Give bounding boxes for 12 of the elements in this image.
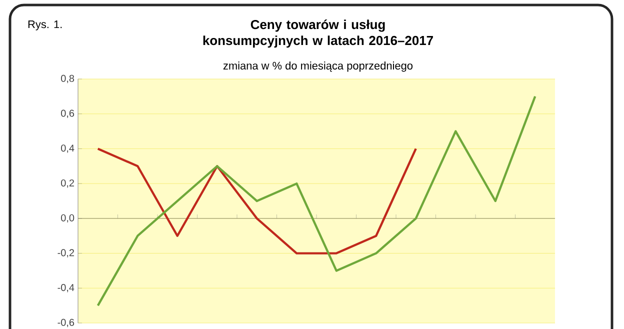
chart-title: Ceny towarów i usług konsumpcyjnych w latach 2016–2017 — [203, 20, 433, 48]
y-tick-label: -0,4 — [58, 284, 74, 292]
y-tick-label: -0,6 — [58, 318, 74, 328]
y-tick-label: -0,2 — [58, 249, 74, 258]
y-tick-label: 0,2 — [61, 179, 74, 188]
y-tick-label: 0,0 — [61, 214, 74, 223]
y-tick-label: 0,8 — [61, 74, 74, 84]
y-tick-label: 0,4 — [61, 144, 74, 153]
chart-subtitle: zmiana w % do miesiąca poprzedniego — [223, 62, 413, 72]
line-series — [96, 148, 417, 254]
y-tick-label: 0,6 — [61, 110, 74, 118]
text: Rys. 1. — [28, 20, 62, 30]
